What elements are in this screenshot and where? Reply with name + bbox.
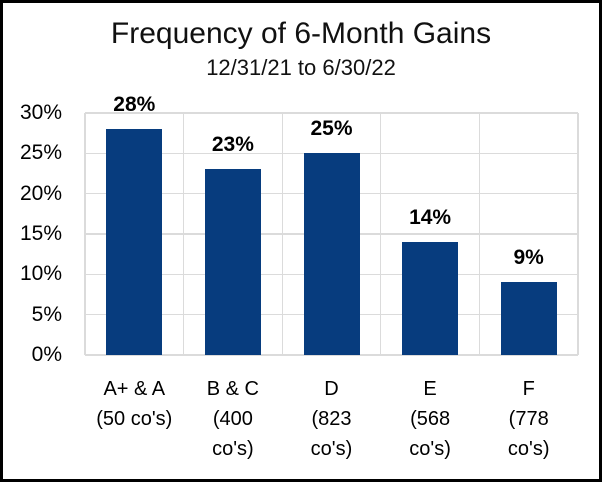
bar-value-label: 28% <box>113 93 156 117</box>
y-tick-label: 25% <box>19 141 62 165</box>
category-label: D (823 co's) <box>310 378 353 460</box>
y-tick-label: 0% <box>31 343 62 366</box>
category-label: F (778 co's) <box>507 378 550 460</box>
bar-value-label: 9% <box>513 246 544 270</box>
vertical-gridline <box>380 113 382 355</box>
chart-subtitle: 12/31/21 to 6/30/22 <box>206 55 396 80</box>
bar <box>204 169 261 355</box>
y-tick-label: 20% <box>19 181 62 205</box>
y-tick-label: 30% <box>19 101 62 124</box>
y-tick-label: 5% <box>31 302 62 326</box>
bar <box>106 129 163 355</box>
plot-area: 28% 23% 25% 14% 9% <box>84 93 579 356</box>
vertical-gridline <box>182 113 185 355</box>
vertical-gridline <box>84 113 86 355</box>
horizontal-gridline <box>85 112 578 114</box>
vertical-gridline <box>478 113 481 355</box>
bar <box>303 153 360 355</box>
category-label: B & C (400 co's) <box>206 378 260 460</box>
category-label: E (568 co's) <box>409 378 451 460</box>
bar-value-label: 14% <box>409 206 452 230</box>
y-tick-label: 15% <box>19 222 62 245</box>
bar <box>500 282 557 355</box>
vertical-gridline <box>577 113 579 355</box>
category-label: A+ & A (50 co's) <box>96 378 173 430</box>
bar <box>402 242 459 355</box>
vertical-gridline <box>281 113 283 355</box>
y-tick-label: 10% <box>19 262 62 286</box>
bar-value-label: 25% <box>310 117 353 141</box>
bar-value-label: 23% <box>211 133 254 157</box>
horizontal-gridline <box>85 152 578 155</box>
chart-title: Frequency of 6-Month Gains <box>110 17 492 50</box>
horizontal-gridline <box>85 354 578 356</box>
